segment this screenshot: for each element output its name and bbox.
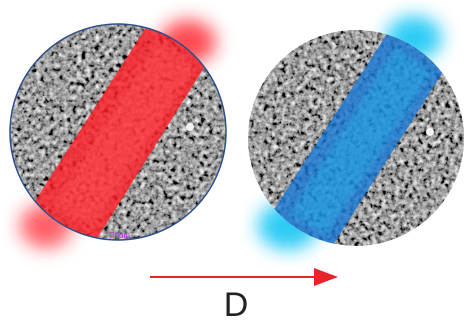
- right-particle: [426, 128, 434, 136]
- direction-arrow: [150, 268, 338, 286]
- left-circle-outline: [9, 23, 227, 241]
- arrow-head: [314, 268, 338, 286]
- left-panel: 20um: [9, 20, 227, 248]
- left-particle: [186, 123, 194, 131]
- panel-label: D: [223, 286, 249, 324]
- left-band-core: [52, 40, 196, 228]
- right-panel: [248, 16, 464, 250]
- scale-bar-label: 20um: [110, 231, 130, 240]
- right-band-core: [290, 46, 432, 236]
